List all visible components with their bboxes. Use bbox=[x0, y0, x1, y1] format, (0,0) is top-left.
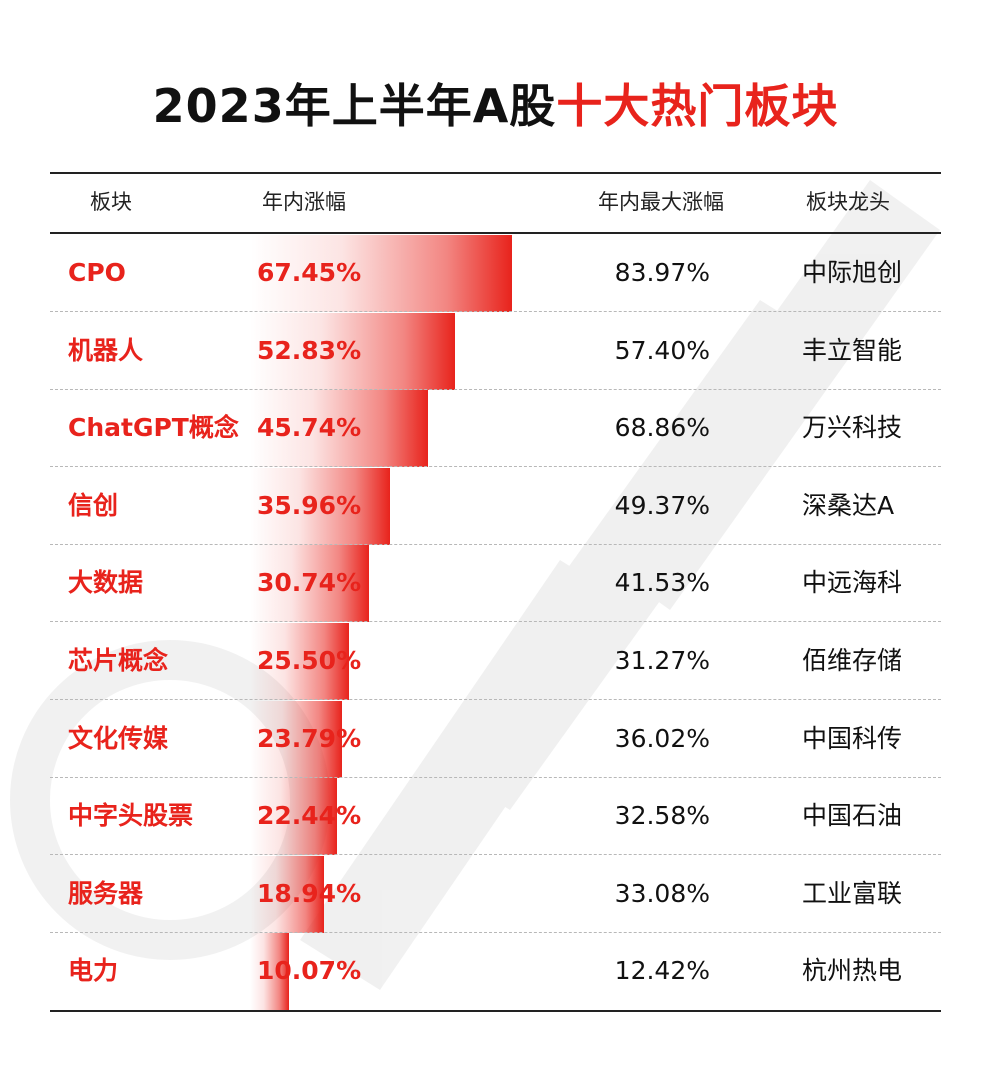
table-row: 机器人 52.83% 57.40% 丰立智能 bbox=[50, 312, 941, 390]
page-title: 2023年上半年A股十大热门板块 bbox=[0, 74, 991, 138]
row-divider bbox=[50, 466, 941, 468]
max-value: 33.08% bbox=[614, 878, 710, 908]
max-value: 83.97% bbox=[614, 258, 710, 287]
sector-label: CPO bbox=[68, 258, 126, 287]
row-divider bbox=[50, 699, 941, 700]
table-top-rule bbox=[50, 172, 941, 174]
bar bbox=[250, 778, 338, 856]
header-leader: 板块龙头 bbox=[806, 190, 890, 214]
table-header-rule bbox=[50, 232, 941, 234]
row-divider bbox=[50, 311, 941, 312]
bar bbox=[250, 855, 324, 933]
leader-label: 中远海科 bbox=[802, 568, 903, 598]
sector-label: 文化传媒 bbox=[68, 723, 169, 753]
leader-label: 中际旭创 bbox=[802, 258, 903, 287]
ytd-value: 23.79% bbox=[257, 723, 362, 753]
table-row: CPO 67.45% 83.97% 中际旭创 bbox=[50, 234, 941, 312]
ytd-value: 35.96% bbox=[257, 490, 362, 520]
leader-label: 工业富联 bbox=[802, 878, 903, 908]
bar bbox=[250, 312, 456, 390]
leader-label: 丰立智能 bbox=[802, 335, 903, 365]
title-main: 2023年上半年A股 bbox=[152, 79, 557, 133]
bar bbox=[250, 390, 428, 468]
leader-label: 中国科传 bbox=[802, 723, 903, 753]
table-row: 中字头股票 22.44% 32.58% 中国石油 bbox=[50, 777, 941, 856]
max-value: 49.37% bbox=[614, 490, 710, 520]
bar bbox=[250, 467, 390, 545]
ytd-value: 67.45% bbox=[257, 258, 362, 287]
sector-label: 中字头股票 bbox=[68, 801, 194, 831]
row-divider bbox=[50, 543, 941, 545]
ytd-value: 45.74% bbox=[257, 413, 362, 443]
max-value: 31.27% bbox=[614, 646, 710, 675]
leader-label: 杭州热电 bbox=[802, 956, 903, 986]
sector-label: 机器人 bbox=[68, 335, 144, 365]
sector-label: 电力 bbox=[68, 956, 119, 986]
bar bbox=[250, 545, 370, 623]
ytd-value: 30.74% bbox=[257, 568, 362, 598]
sector-label: 大数据 bbox=[68, 568, 144, 598]
row-divider bbox=[50, 776, 941, 778]
row-divider bbox=[50, 854, 941, 856]
table-row: 电力 10.07% 12.42% 杭州热电 bbox=[50, 932, 941, 1011]
row-divider bbox=[50, 388, 941, 390]
leader-label: 中国石油 bbox=[802, 801, 903, 831]
bar bbox=[250, 623, 350, 700]
sector-label: 芯片概念 bbox=[68, 646, 169, 675]
row-divider bbox=[50, 621, 941, 623]
title-highlight: 十大热门板块 bbox=[556, 79, 839, 133]
table-row: 文化传媒 23.79% 36.02% 中国科传 bbox=[50, 700, 941, 778]
sector-label: ChatGPT概念 bbox=[68, 413, 239, 443]
ytd-value: 10.07% bbox=[257, 956, 362, 986]
sector-label: 信创 bbox=[68, 490, 119, 520]
max-value: 36.02% bbox=[614, 723, 710, 753]
table-row: 大数据 30.74% 41.53% 中远海科 bbox=[50, 544, 941, 623]
max-value: 12.42% bbox=[614, 956, 710, 986]
header-ytd: 年内涨幅 bbox=[262, 190, 346, 214]
bar bbox=[250, 933, 290, 1011]
header-sector: 板块 bbox=[90, 190, 132, 214]
table-row: 信创 35.96% 49.37% 深桑达A bbox=[50, 467, 941, 545]
leader-label: 万兴科技 bbox=[802, 413, 903, 443]
table-row: ChatGPT概念 45.74% 68.86% 万兴科技 bbox=[50, 389, 941, 468]
table-bottom-rule bbox=[50, 1010, 941, 1012]
ytd-value: 22.44% bbox=[257, 801, 362, 831]
header-max: 年内最大涨幅 bbox=[598, 190, 724, 214]
leader-label: 佰维存储 bbox=[802, 646, 903, 675]
leader-label: 深桑达A bbox=[802, 490, 895, 520]
max-value: 41.53% bbox=[614, 568, 710, 598]
max-value: 68.86% bbox=[614, 413, 710, 443]
bar bbox=[250, 235, 512, 312]
ytd-value: 25.50% bbox=[257, 646, 362, 675]
ytd-value: 18.94% bbox=[257, 878, 362, 908]
table-row: 芯片概念 25.50% 31.27% 佰维存储 bbox=[50, 622, 941, 700]
table-row: 服务器 18.94% 33.08% 工业富联 bbox=[50, 855, 941, 933]
ytd-value: 52.83% bbox=[257, 335, 362, 365]
max-value: 57.40% bbox=[614, 335, 710, 365]
sector-label: 服务器 bbox=[68, 878, 144, 908]
row-divider bbox=[50, 931, 941, 933]
max-value: 32.58% bbox=[614, 801, 710, 831]
bar bbox=[250, 700, 343, 778]
